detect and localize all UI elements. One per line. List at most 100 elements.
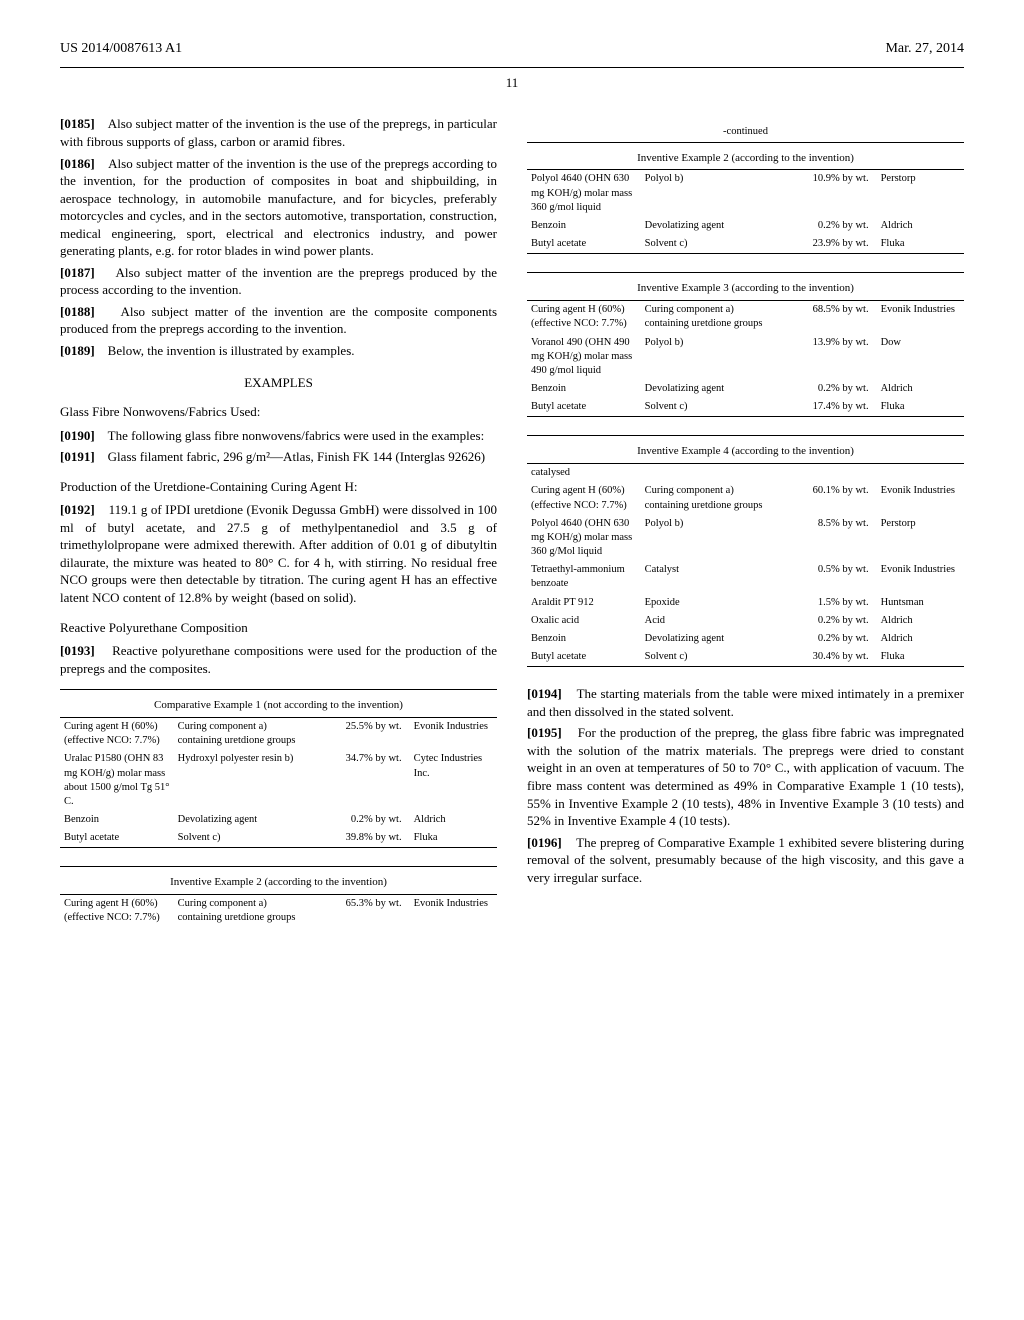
table-cell: 30.4% by wt.: [772, 648, 877, 667]
table-cell: Devolatizing agent: [174, 811, 305, 829]
para-0186: [0186] Also subject matter of the invent…: [60, 155, 497, 260]
table-cell: Butyl acetate: [60, 829, 174, 848]
para-num: [0196]: [527, 835, 562, 850]
right-column: -continued Inventive Example 2 (accordin…: [527, 111, 964, 945]
para-0190: [0190] The following glass fibre nonwove…: [60, 427, 497, 445]
para-num: [0192]: [60, 502, 95, 517]
table-cell: Voranol 490 (OHN 490 mg KOH/g) molar mas…: [527, 334, 641, 381]
table-cell: Polyol b): [641, 334, 772, 381]
header-rule: [60, 67, 964, 68]
para-0196: [0196] The prepreg of Comparative Exampl…: [527, 834, 964, 887]
para-num: [0187]: [60, 265, 95, 280]
table-cell: Curing agent H (60%) (effective NCO: 7.7…: [60, 895, 174, 928]
para-num: [0195]: [527, 725, 562, 740]
table-cell: 0.2% by wt.: [772, 612, 877, 630]
table-cell: Solvent c): [174, 829, 305, 848]
para-0187: [0187] Also subject matter of the invent…: [60, 264, 497, 299]
para-text: Below, the invention is illustrated by e…: [108, 343, 355, 358]
table-cell: Evonik Industries: [410, 895, 497, 928]
table-cell: Acid: [641, 612, 772, 630]
para-0191: [0191] Glass filament fabric, 296 g/m²—A…: [60, 448, 497, 466]
table-example-2a: Inventive Example 2 (according to the in…: [60, 866, 497, 927]
reactive-heading: Reactive Polyurethane Composition: [60, 619, 497, 637]
table-row: Curing agent H (60%) (effective NCO: 7.7…: [60, 718, 497, 751]
table-row: Butyl acetateSolvent c)30.4% by wt.Fluka: [527, 648, 964, 667]
table-cell: Curing agent H (60%) (effective NCO: 7.7…: [527, 482, 641, 514]
content-columns: [0185] Also subject matter of the invent…: [60, 111, 964, 945]
table-row: Polyol 4640 (OHN 630 mg KOH/g) molar mas…: [527, 170, 964, 217]
table-cell: Solvent c): [641, 648, 772, 667]
table-caption: Inventive Example 4 (according to the in…: [527, 440, 964, 463]
table-cell: Curing component a) containing uretdione…: [174, 718, 305, 751]
table-cell: Dow: [877, 334, 964, 381]
para-num: [0194]: [527, 686, 562, 701]
table-cell: Evonik Industries: [877, 561, 964, 593]
para-text: For the production of the prepreg, the g…: [527, 725, 964, 828]
table-cell: Curing component a) containing uretdione…: [641, 482, 772, 514]
header-right: Mar. 27, 2014: [885, 40, 964, 59]
table-cell: 17.4% by wt.: [772, 398, 877, 417]
para-0195: [0195] For the production of the prepreg…: [527, 724, 964, 829]
table-caption: Comparative Example 1 (not according to …: [60, 694, 497, 717]
table-cell: Curing component a) containing uretdione…: [641, 301, 772, 334]
table-row: Butyl acetateSolvent c)17.4% by wt.Fluka: [527, 398, 964, 417]
para-text: Also subject matter of the invention are…: [60, 304, 497, 337]
para-text: Also subject matter of the invention is …: [60, 116, 497, 149]
table-cell: Catalyst: [641, 561, 772, 593]
table-row: Curing agent H (60%) (effective NCO: 7.7…: [527, 301, 964, 334]
table-precaption: catalysed: [527, 464, 964, 483]
table-row: Tetraethyl-ammonium benzoateCatalyst0.5%…: [527, 561, 964, 593]
table-cell: Benzoin: [60, 811, 174, 829]
page-header: US 2014/0087613 A1 Mar. 27, 2014: [60, 40, 964, 59]
table-cell: Evonik Industries: [877, 482, 964, 514]
para-text: Reactive polyurethane compositions were …: [60, 643, 497, 676]
para-text: 119.1 g of IPDI uretdione (Evonik Deguss…: [60, 502, 497, 605]
table-example-4: Inventive Example 4 (according to the in…: [527, 435, 964, 667]
para-0185: [0185] Also subject matter of the invent…: [60, 115, 497, 150]
table-row: Curing agent H (60%) (effective NCO: 7.7…: [60, 895, 497, 928]
table-cell: 8.5% by wt.: [772, 515, 877, 562]
table-caption: Inventive Example 3 (according to the in…: [527, 277, 964, 300]
continued-label: -continued: [527, 123, 964, 142]
table-cell: Polyol 4640 (OHN 630 mg KOH/g) molar mas…: [527, 515, 641, 562]
table-cell: Hydroxyl polyester resin b): [174, 750, 305, 811]
table-cell: Devolatizing agent: [641, 217, 772, 235]
table-cell: Perstorp: [877, 515, 964, 562]
table-cell: Araldit PT 912: [527, 594, 641, 612]
para-text: The prepreg of Comparative Example 1 exh…: [527, 835, 964, 885]
table-cell: 10.9% by wt.: [772, 170, 877, 217]
para-num: [0191]: [60, 449, 95, 464]
table-body: Curing agent H (60%) (effective NCO: 7.7…: [527, 482, 964, 666]
table-cell: Devolatizing agent: [641, 380, 772, 398]
table-cell: Fluka: [877, 398, 964, 417]
table-row: Uralac P1580 (OHN 83 mg KOH/g) molar mas…: [60, 750, 497, 811]
table-cell: 25.5% by wt.: [305, 718, 410, 751]
table-cell: Evonik Industries: [877, 301, 964, 334]
table-example-2b: -continued Inventive Example 2 (accordin…: [527, 123, 964, 254]
para-0189: [0189] Below, the invention is illustrat…: [60, 342, 497, 360]
table-cell: Aldrich: [877, 380, 964, 398]
table-cell: Curing agent H (60%) (effective NCO: 7.7…: [60, 718, 174, 751]
para-text: Also subject matter of the invention are…: [60, 265, 497, 298]
table-cell: 0.5% by wt.: [772, 561, 877, 593]
table-row: Polyol 4640 (OHN 630 mg KOH/g) molar mas…: [527, 515, 964, 562]
glass-fibre-heading: Glass Fibre Nonwovens/Fabrics Used:: [60, 403, 497, 421]
table-cell: 0.2% by wt.: [772, 380, 877, 398]
table-row: Butyl acetateSolvent c)39.8% by wt.Fluka: [60, 829, 497, 848]
table-cell: Butyl acetate: [527, 648, 641, 667]
table-body: Polyol 4640 (OHN 630 mg KOH/g) molar mas…: [527, 170, 964, 254]
para-num: [0188]: [60, 304, 95, 319]
table-cell: Huntsman: [877, 594, 964, 612]
table-cell: Tetraethyl-ammonium benzoate: [527, 561, 641, 593]
table-cell: Uralac P1580 (OHN 83 mg KOH/g) molar mas…: [60, 750, 174, 811]
uretdione-heading: Production of the Uretdione-Containing C…: [60, 478, 497, 496]
table-cell: Butyl acetate: [527, 235, 641, 254]
page-number: 11: [60, 74, 964, 92]
table-example-1: Comparative Example 1 (not according to …: [60, 689, 497, 848]
table-row: BenzoinDevolatizing agent0.2% by wt.Aldr…: [527, 380, 964, 398]
table-cell: Aldrich: [877, 612, 964, 630]
table-cell: 0.2% by wt.: [772, 630, 877, 648]
table-cell: Benzoin: [527, 630, 641, 648]
table-cell: Polyol b): [641, 515, 772, 562]
para-text: The following glass fibre nonwovens/fabr…: [108, 428, 485, 443]
